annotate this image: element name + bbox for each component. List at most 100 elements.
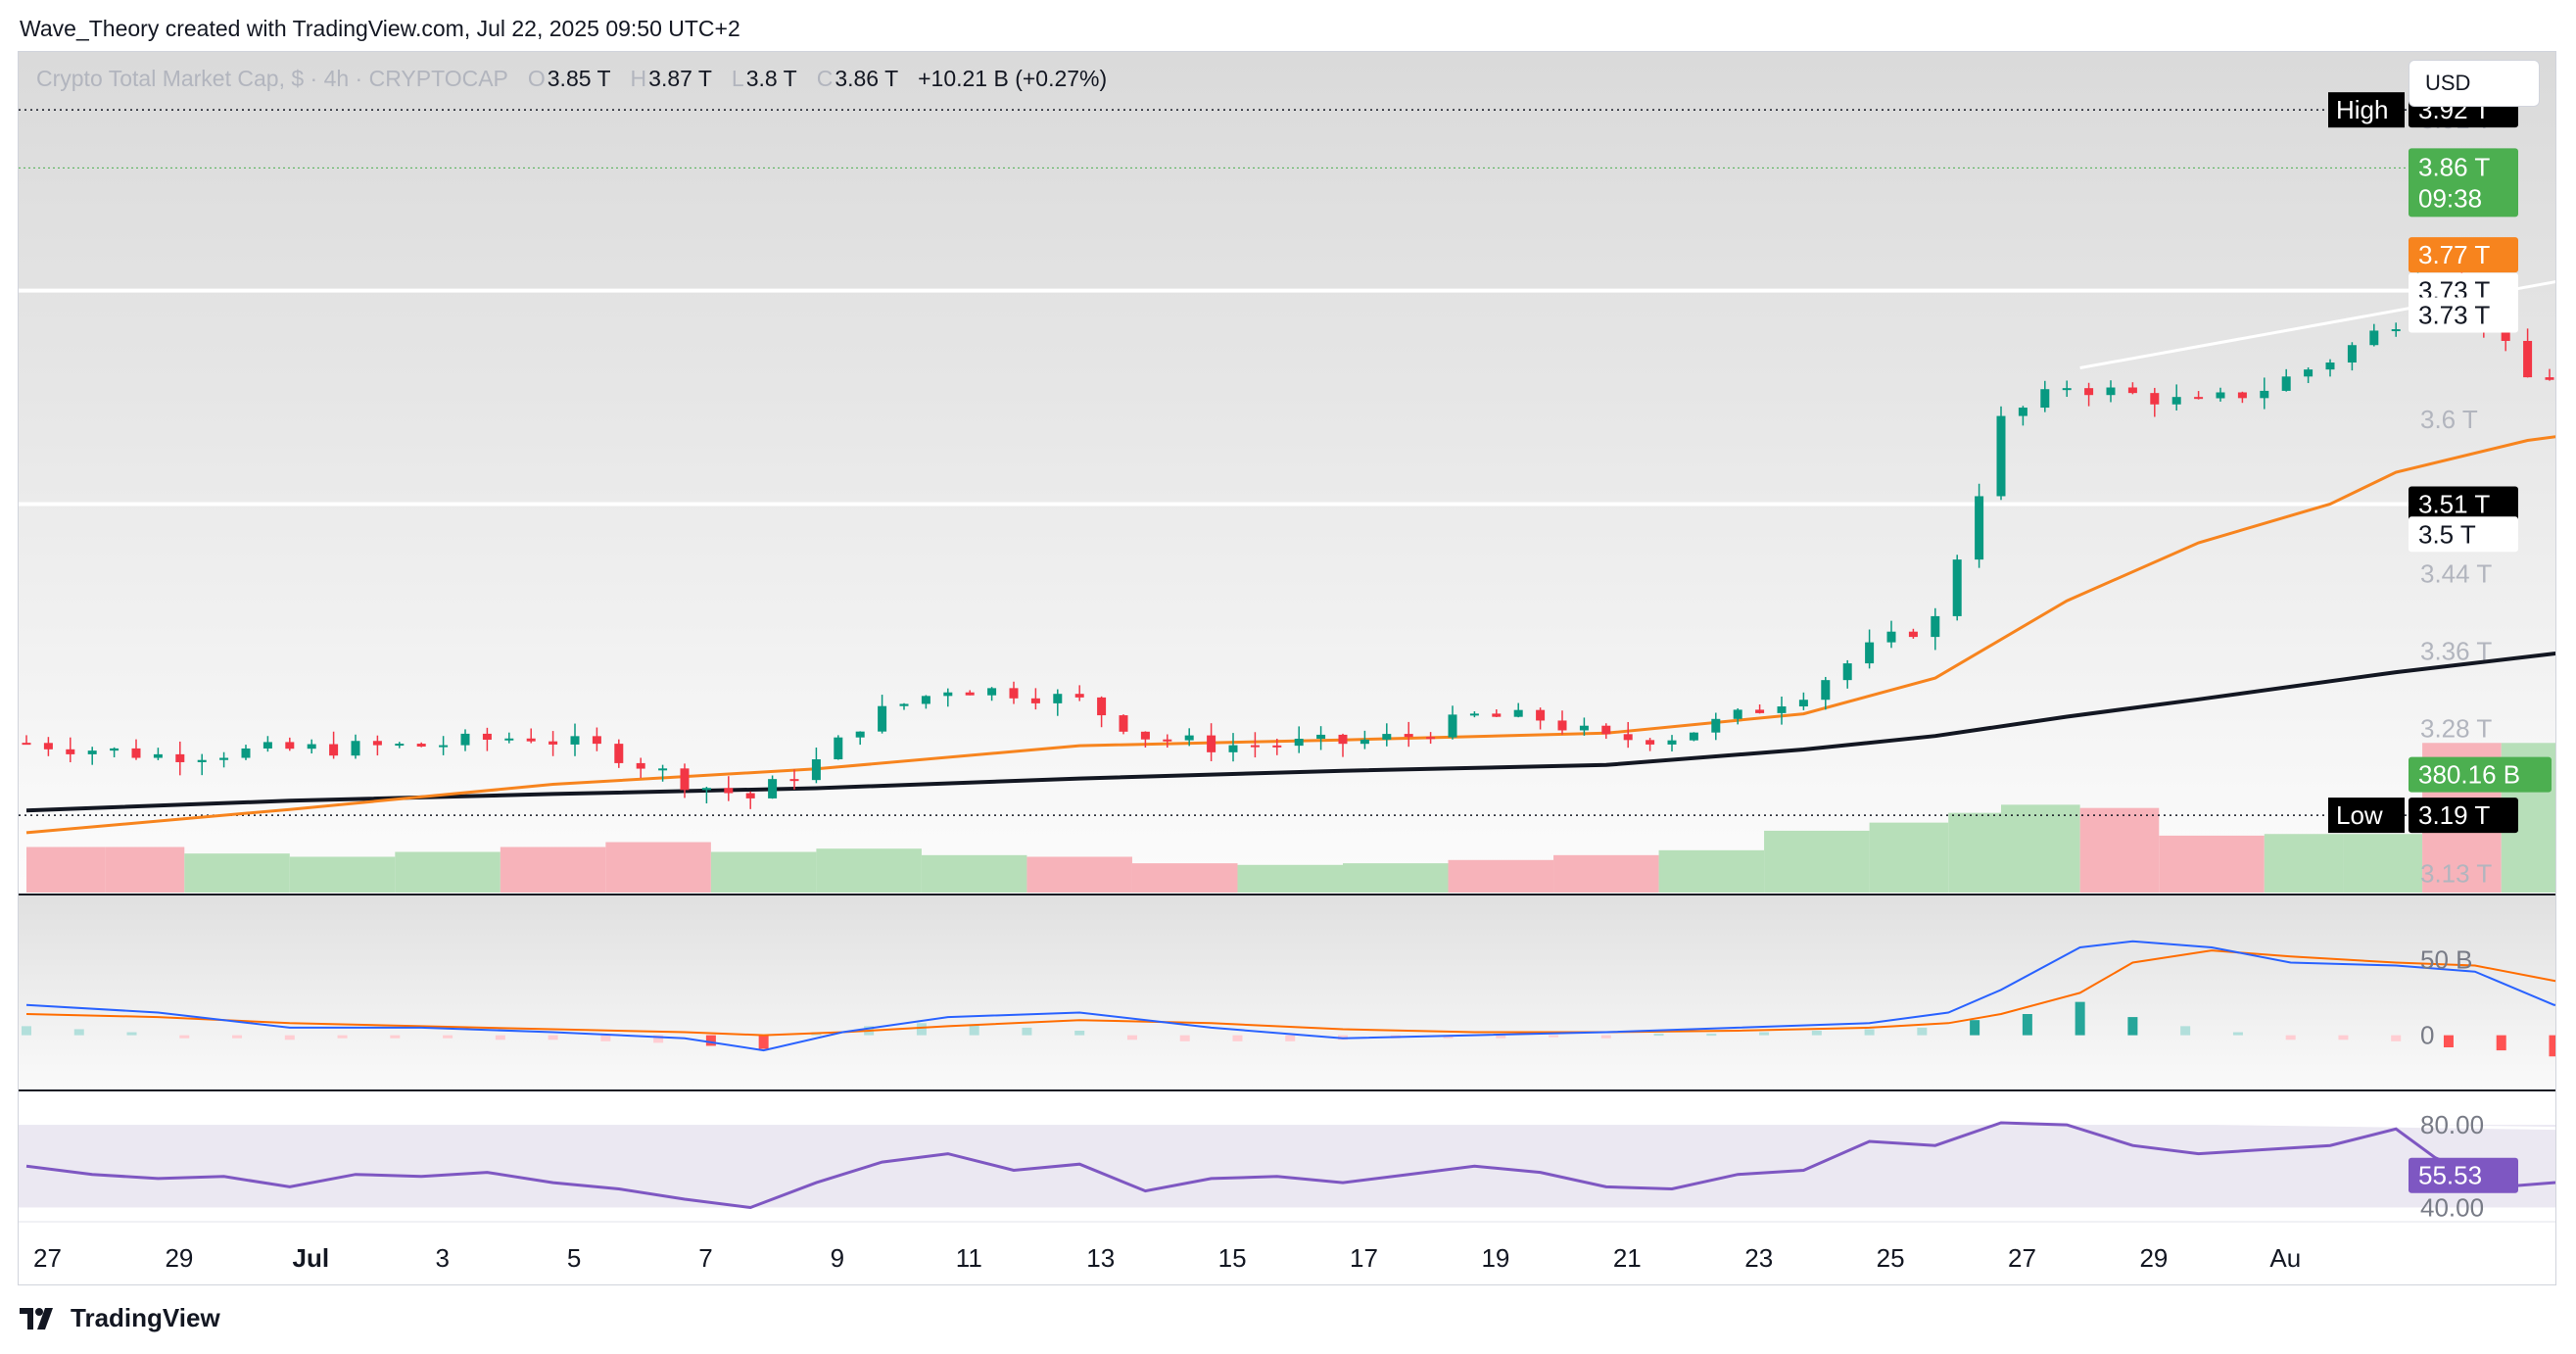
candle[interactable] (987, 687, 997, 701)
chart-frame[interactable]: 0.382 (3.57 T)0.618 (3.34 T)0.65 (3.3 T)… (18, 51, 2556, 1285)
candle[interactable] (899, 702, 909, 710)
candle[interactable] (1886, 620, 1896, 649)
macd-signal-line[interactable] (25, 949, 2556, 1037)
candle[interactable] (1009, 681, 1019, 704)
candle[interactable] (197, 753, 207, 776)
candle[interactable] (2391, 322, 2401, 337)
candle[interactable] (1931, 607, 1940, 651)
candle[interactable] (1294, 726, 1304, 753)
candle[interactable] (2281, 368, 2291, 392)
candle[interactable] (1952, 555, 1962, 621)
candle[interactable] (680, 763, 690, 798)
ema50-line[interactable] (25, 253, 2556, 835)
rsi-divergence-line[interactable] (2040, 1119, 2556, 1141)
candle[interactable] (2150, 387, 2160, 417)
candle[interactable] (395, 742, 405, 749)
candle[interactable] (1163, 734, 1172, 749)
candle[interactable] (1207, 723, 1216, 761)
candle[interactable] (614, 739, 624, 768)
candle[interactable] (372, 735, 382, 756)
candle[interactable] (1733, 707, 1742, 725)
candle[interactable] (1272, 738, 1282, 755)
symbol-legend[interactable]: Crypto Total Market Cap, $ · 4h · CRYPTO… (36, 66, 1107, 92)
candle[interactable] (834, 735, 843, 760)
ema200-line[interactable] (25, 505, 2556, 813)
candle[interactable] (526, 728, 536, 744)
chart-canvas[interactable]: 0.382 (3.57 T)0.618 (3.34 T)0.65 (3.3 T)… (19, 52, 2556, 1285)
candle[interactable] (701, 786, 711, 804)
currency-selector[interactable]: USD (2409, 60, 2540, 107)
candle[interactable] (943, 688, 953, 707)
candle[interactable] (855, 731, 865, 746)
candle[interactable] (1119, 714, 1128, 735)
candle[interactable] (416, 742, 426, 748)
candle[interactable] (1865, 629, 1875, 669)
candle[interactable] (2237, 391, 2247, 404)
candle[interactable] (1404, 721, 1413, 748)
candle[interactable] (351, 734, 360, 759)
candle[interactable] (1755, 704, 1765, 714)
candle[interactable] (1711, 712, 1721, 741)
candle[interactable] (965, 690, 975, 696)
last-price-tag[interactable]: 3.86 T09:38 (2409, 148, 2518, 218)
candle[interactable] (636, 757, 645, 779)
candle[interactable] (1667, 735, 1677, 751)
candle[interactable] (2127, 382, 2137, 395)
candle[interactable] (2216, 387, 2225, 402)
candle[interactable] (1798, 692, 1808, 710)
candle[interactable] (2106, 380, 2116, 403)
candle[interactable] (1842, 659, 1852, 689)
candle[interactable] (921, 695, 930, 709)
candle[interactable] (1140, 731, 1150, 749)
candle[interactable] (1975, 483, 1984, 568)
candle[interactable] (789, 769, 799, 790)
candle[interactable] (1557, 710, 1567, 735)
candle[interactable] (131, 739, 141, 760)
candle[interactable] (2523, 328, 2533, 378)
candle[interactable] (1030, 688, 1040, 710)
rsi-line[interactable] (25, 1121, 2556, 1210)
candle[interactable] (2062, 380, 2072, 398)
candle[interactable] (1184, 728, 1194, 747)
candle[interactable] (307, 739, 316, 754)
candle[interactable] (2040, 380, 2050, 412)
candle[interactable] (1338, 733, 1348, 757)
candle[interactable] (285, 737, 295, 751)
candle[interactable] (1579, 717, 1589, 736)
candle[interactable] (1646, 738, 1655, 751)
candle[interactable] (1382, 723, 1392, 747)
candle[interactable] (1492, 709, 1502, 717)
candle[interactable] (878, 695, 887, 734)
candle[interactable] (2545, 368, 2554, 381)
candle[interactable] (811, 748, 821, 784)
candle[interactable] (439, 736, 449, 755)
candle[interactable] (745, 791, 755, 809)
level-price-tag[interactable]: 3.19 T (2409, 798, 2518, 834)
ema200-price-tag[interactable]: 3.51 T (2409, 486, 2518, 522)
support-price-tag[interactable]: 3.5 T (2409, 516, 2518, 553)
candle[interactable] (2194, 391, 2204, 400)
candle[interactable] (504, 732, 514, 744)
candle[interactable] (262, 736, 272, 752)
candle[interactable] (2260, 377, 2269, 410)
candle[interactable] (241, 745, 251, 760)
candle[interactable] (1316, 726, 1326, 750)
candle[interactable] (1623, 721, 1633, 749)
candle[interactable] (1536, 707, 1546, 730)
resistance-trendline[interactable] (2079, 118, 2556, 369)
rsi-value-tag[interactable]: 55.53 (2409, 1157, 2518, 1193)
candle[interactable] (22, 735, 31, 746)
candle[interactable] (1821, 676, 1831, 710)
candle[interactable] (329, 731, 339, 759)
candle[interactable] (2084, 382, 2094, 407)
candle[interactable] (110, 747, 119, 758)
tradingview-brand[interactable]: TradingView (20, 1303, 220, 1333)
candle[interactable] (219, 751, 229, 768)
candle[interactable] (549, 731, 558, 756)
candle[interactable] (2018, 406, 2027, 426)
level-label-high[interactable]: High (2328, 92, 2405, 128)
candle[interactable] (460, 729, 470, 751)
candle[interactable] (570, 723, 580, 756)
candle[interactable] (768, 775, 778, 799)
ema50-price-tag[interactable]: 3.77 T (2409, 237, 2518, 273)
